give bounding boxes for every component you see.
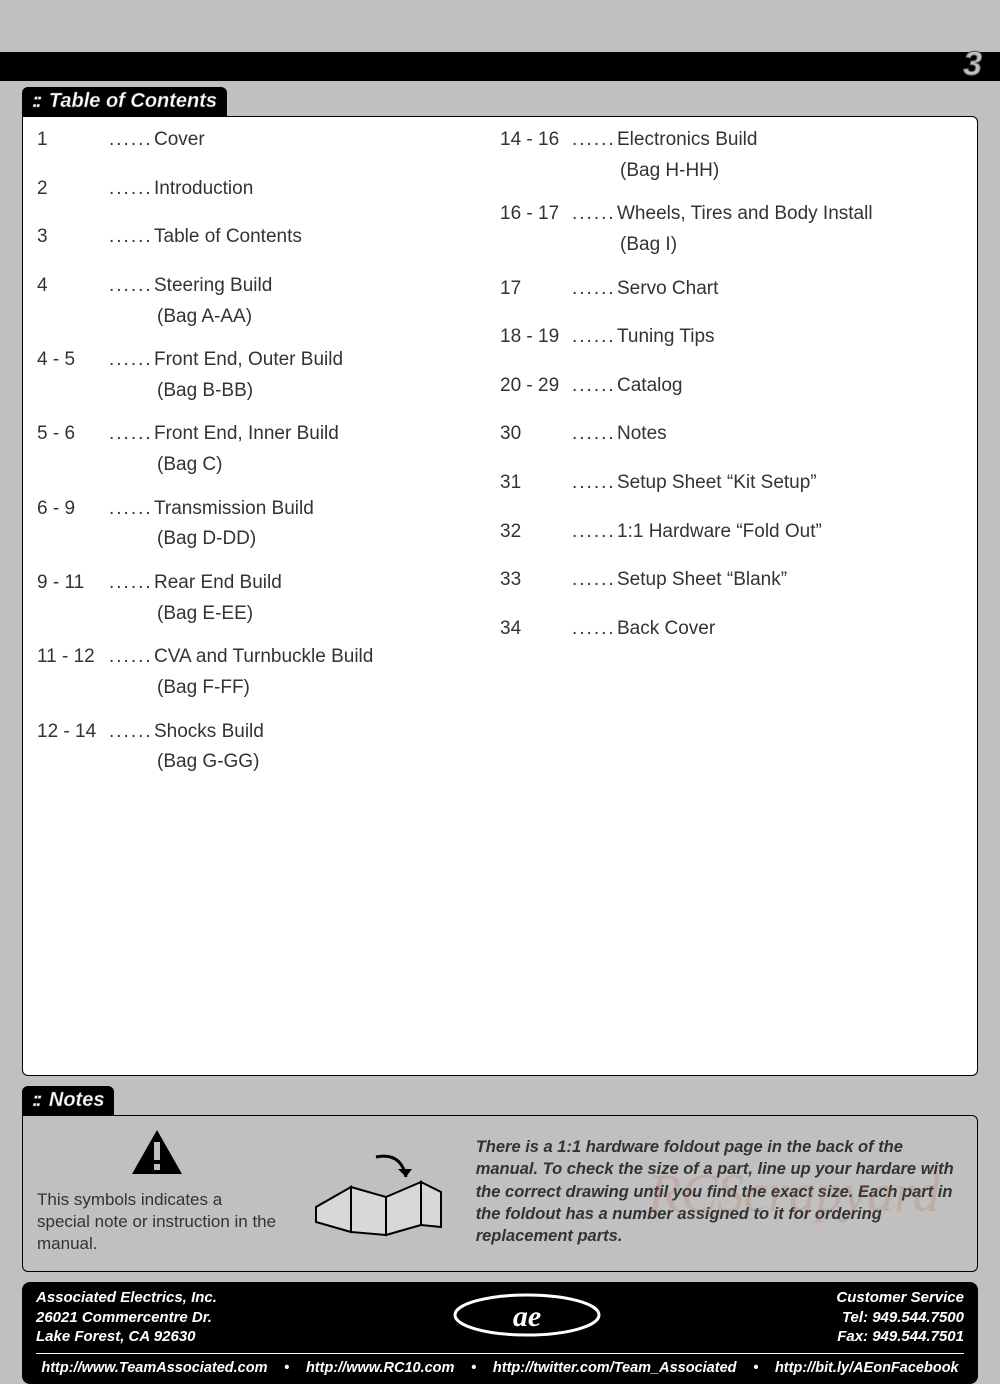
footer-links: http://www.TeamAssociated.com • http://w… (36, 1353, 964, 1376)
page-number: 3 (963, 45, 982, 84)
footer-contact: Customer Service Tel: 949.544.7500 Fax: … (836, 1288, 964, 1347)
foldout-icon (296, 1147, 455, 1237)
footer-link: http://bit.ly/AEonFacebook (775, 1360, 959, 1376)
toc-box: 1Cover 2Introduction 3Table of Contents … (22, 116, 978, 1076)
warning-icon (130, 1128, 184, 1181)
top-margin (0, 0, 1000, 52)
toc-entry: 34Back Cover (500, 616, 963, 642)
toc-entry: 33Setup Sheet “Blank” (500, 567, 963, 593)
toc-sub: (Bag F-FF) (157, 675, 500, 701)
toc-entry: 6 - 9Transmission Build (37, 496, 500, 522)
ae-logo-icon: ae (452, 1292, 602, 1343)
header-bar: 3 (0, 52, 1000, 81)
footer-fax: Fax: 949.544.7501 (836, 1327, 964, 1347)
footer-link: http://www.RC10.com (306, 1360, 455, 1376)
toc-entry: 321:1 Hardware “Fold Out” (500, 519, 963, 545)
toc-entry: 18 - 19Tuning Tips (500, 324, 963, 350)
notes-header-label: Notes (49, 1089, 105, 1111)
toc-entry: 14 - 16Electronics Build (500, 127, 963, 153)
toc-dots (109, 127, 154, 153)
toc-entry: 30Notes (500, 421, 963, 447)
footer-addr2: Lake Forest, CA 92630 (36, 1327, 217, 1347)
toc-section: :: Table of Contents 1Cover 2Introductio… (22, 87, 978, 1076)
svg-text:ae: ae (513, 1300, 541, 1333)
footer-address: Associated Electrics, Inc. 26021 Commerc… (36, 1288, 217, 1347)
toc-sub: (Bag I) (620, 232, 963, 258)
toc-sub: (Bag A-AA) (157, 304, 500, 330)
toc-entry: 3Table of Contents (37, 224, 500, 250)
separator-icon: • (753, 1360, 758, 1376)
toc-col-left: 1Cover 2Introduction 3Table of Contents … (37, 127, 500, 1065)
toc-entry: 12 - 14Shocks Build (37, 719, 500, 745)
notes-box: This symbols indicates a special note or… (22, 1115, 978, 1272)
toc-sub: (Bag C) (157, 452, 500, 478)
footer-link: http://www.TeamAssociated.com (41, 1360, 267, 1376)
toc-entry: 11 - 12CVA and Turnbuckle Build (37, 644, 500, 670)
toc-header-label: Table of Contents (49, 90, 217, 112)
note-left: This symbols indicates a special note or… (37, 1128, 276, 1255)
footer-tel: Tel: 949.544.7500 (836, 1308, 964, 1328)
toc-sub: (Bag D-DD) (157, 526, 500, 552)
notes-section: :: Notes This symbols indicates a specia… (22, 1086, 978, 1272)
footer-addr1: 26021 Commercentre Dr. (36, 1308, 217, 1328)
note-right-text: There is a 1:1 hardware foldout page in … (476, 1136, 963, 1247)
toc-sub: (Bag H-HH) (620, 158, 963, 184)
toc-sub: (Bag G-GG) (157, 749, 500, 775)
toc-entry: 31Setup Sheet “Kit Setup” (500, 470, 963, 496)
toc-entry: 16 - 17Wheels, Tires and Body Install (500, 201, 963, 227)
toc-sub: (Bag E-EE) (157, 601, 500, 627)
toc-entry: 4 - 5Front End, Outer Build (37, 347, 500, 373)
separator-icon: • (284, 1360, 289, 1376)
footer-row-top: Associated Electrics, Inc. 26021 Commerc… (36, 1288, 964, 1347)
note-left-text: This symbols indicates a special note or… (37, 1189, 276, 1255)
footer: Associated Electrics, Inc. 26021 Commerc… (22, 1282, 978, 1384)
notes-header: :: Notes (22, 1086, 114, 1115)
toc-entry: 2Introduction (37, 176, 500, 202)
toc-header: :: Table of Contents (22, 87, 227, 116)
toc-entry: 1Cover (37, 127, 500, 153)
toc-entry: 9 - 11Rear End Build (37, 570, 500, 596)
separator-icon: • (471, 1360, 476, 1376)
toc-entry: 17Servo Chart (500, 276, 963, 302)
toc-col-right: 14 - 16Electronics Build (Bag H-HH) 16 -… (500, 127, 963, 1065)
toc-sub: (Bag B-BB) (157, 378, 500, 404)
toc-entry: 4Steering Build (37, 273, 500, 299)
footer-company: Associated Electrics, Inc. (36, 1288, 217, 1308)
footer-cs-label: Customer Service (836, 1288, 964, 1308)
toc-entry: 20 - 29Catalog (500, 373, 963, 399)
toc-entry: 5 - 6Front End, Inner Build (37, 421, 500, 447)
footer-link: http://twitter.com/Team_Associated (493, 1360, 737, 1376)
